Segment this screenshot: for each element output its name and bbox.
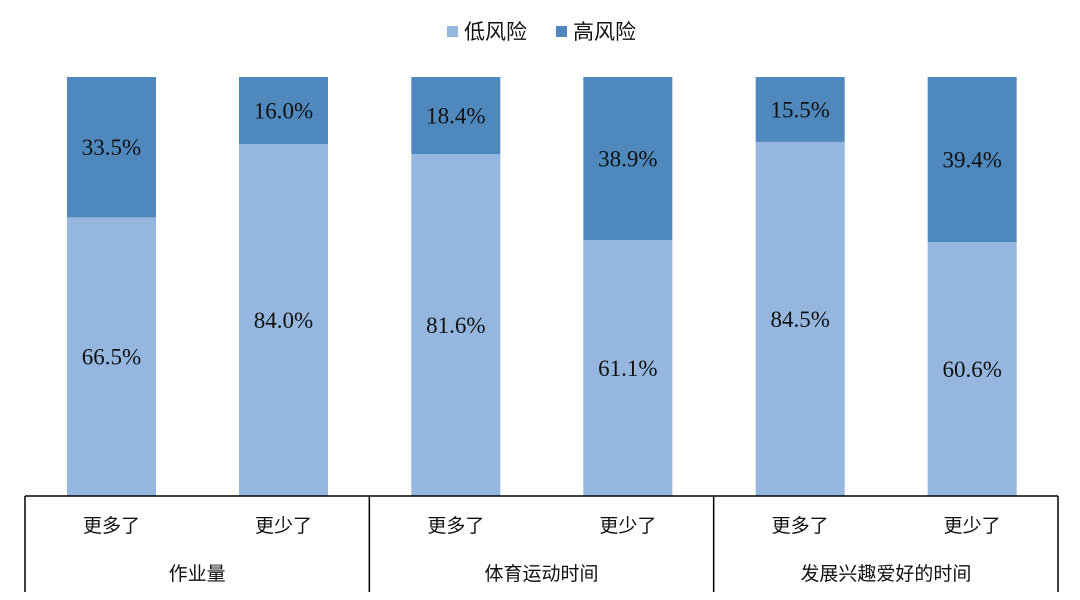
data-label-high-risk-1: 33.5% [82, 135, 141, 160]
bar-high-risk-6 [927, 77, 1017, 243]
data-label-low-risk-3: 81.6% [426, 313, 485, 338]
legend-label-low-risk: 低风险 [464, 20, 527, 44]
bar-low-risk-3 [411, 154, 501, 496]
data-label-high-risk-4: 38.9% [598, 146, 657, 171]
data-label-high-risk-3: 18.4% [426, 104, 485, 129]
category-label-5: 更多了 [772, 515, 829, 537]
legend-swatch-high-risk [556, 26, 567, 37]
bar-high-risk-4 [583, 77, 673, 240]
data-label-high-risk-6: 39.4% [942, 148, 1001, 173]
data-label-high-risk-5: 15.5% [770, 97, 829, 122]
legend-swatch-low-risk [447, 26, 458, 37]
category-label-1: 更多了 [83, 515, 140, 537]
bar-high-risk-3 [411, 77, 501, 155]
bar-low-risk-4 [583, 239, 673, 496]
bar-low-risk-2 [239, 144, 328, 497]
data-label-low-risk-4: 61.1% [598, 356, 657, 381]
data-label-low-risk-1: 66.5% [82, 345, 141, 370]
legend: 低风险 高风险 [447, 20, 636, 44]
bar-low-risk-5 [755, 141, 845, 496]
bars: 66.5% 33.5% 84.0% 16.0% 81.6% 18.4% 61.1% 38.9%… [67, 77, 1017, 497]
bar-high-risk-2 [239, 77, 328, 145]
bar-low-risk-1 [67, 217, 156, 497]
bar-high-risk-1 [67, 77, 156, 218]
bar-high-risk-5 [755, 77, 845, 142]
category-label-4: 更少了 [599, 515, 656, 537]
category-label-6: 更少了 [944, 515, 1001, 537]
category-label-2: 更少了 [255, 515, 312, 537]
legend-label-high-risk: 高风险 [573, 20, 636, 44]
group-label-2: 体育运动时间 [484, 563, 598, 585]
group-label-1: 作业量 [169, 563, 226, 585]
data-label-high-risk-2: 16.0% [254, 99, 313, 124]
group-label-3: 发展兴趣爱好的时间 [800, 563, 971, 585]
category-label-3: 更多了 [427, 515, 484, 537]
data-label-low-risk-6: 60.6% [942, 357, 1001, 382]
data-label-low-risk-5: 84.5% [770, 307, 829, 332]
bar-low-risk-6 [927, 242, 1017, 496]
data-label-low-risk-2: 84.0% [254, 308, 313, 333]
